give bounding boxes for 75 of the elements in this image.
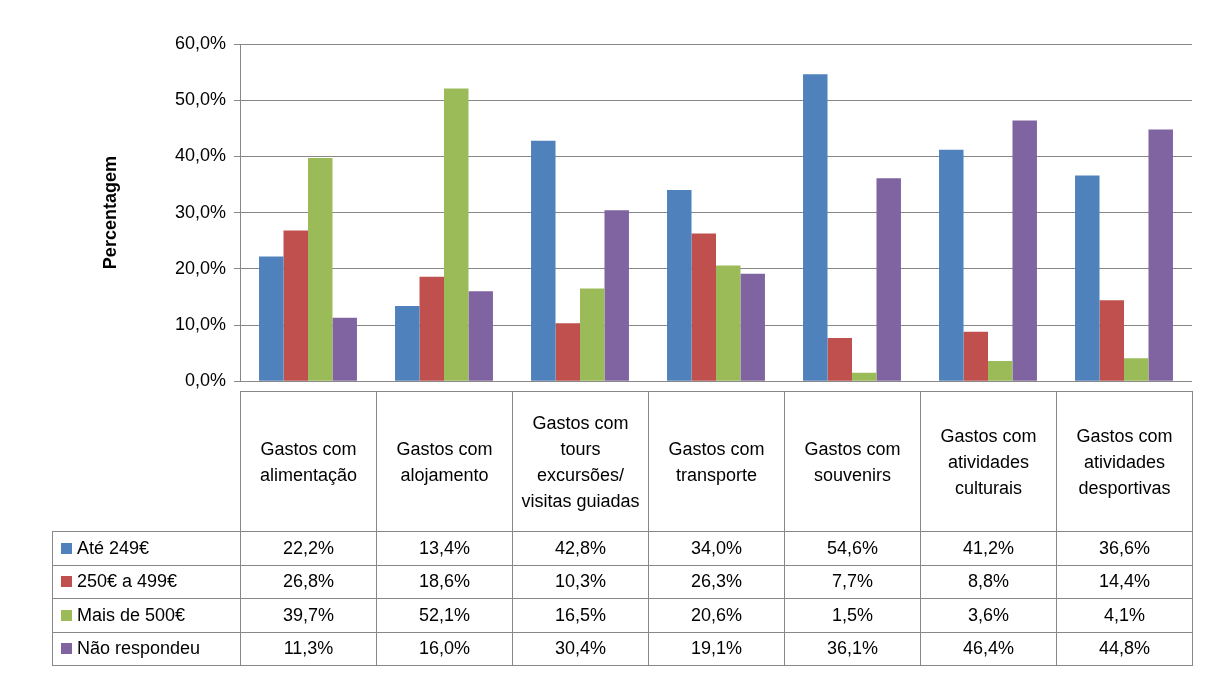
bar xyxy=(604,210,629,381)
bar xyxy=(531,140,556,381)
bar xyxy=(1124,358,1149,381)
data-label: 11,3% xyxy=(240,631,377,666)
bar xyxy=(963,331,988,381)
data-label: 13,4% xyxy=(376,531,513,566)
data-label: 20,6% xyxy=(648,598,785,633)
bar xyxy=(1075,175,1100,381)
bar xyxy=(332,317,357,381)
bar xyxy=(468,291,493,381)
y-tick-label: 0,0% xyxy=(184,370,226,391)
bar xyxy=(1148,129,1173,381)
bar xyxy=(419,276,444,381)
data-label: 18,6% xyxy=(376,564,513,599)
bar xyxy=(1099,300,1124,381)
bar xyxy=(852,372,877,381)
data-label: 52,1% xyxy=(376,598,513,633)
bar xyxy=(876,178,901,381)
legend-label: Não respondeu xyxy=(77,638,201,660)
y-axis-title: Percentagem xyxy=(99,156,120,270)
data-label: 16,5% xyxy=(512,598,649,633)
data-label: 41,2% xyxy=(920,531,1057,566)
y-tick-label: 60,0% xyxy=(174,32,226,53)
x-tick-label: Gastos com tours excursões/ visitas guiadas xyxy=(512,391,649,532)
data-label: 36,6% xyxy=(1056,531,1193,566)
legend-label: 250€ a 499€ xyxy=(77,571,178,593)
data-label: 34,0% xyxy=(648,531,785,566)
bar xyxy=(716,265,741,381)
data-label: 16,0% xyxy=(376,631,513,666)
bar xyxy=(803,74,828,381)
y-tick-label: 30,0% xyxy=(174,201,226,222)
x-tick-label: Gastos com souvenirs xyxy=(784,391,921,532)
bar xyxy=(691,233,716,381)
x-tick-label: Gastos com transporte xyxy=(648,391,785,532)
x-tick-label: Gastos com alimentação xyxy=(240,391,377,532)
bar xyxy=(988,360,1013,381)
bar xyxy=(259,256,284,381)
data-label: 7,7% xyxy=(784,564,921,599)
bar xyxy=(580,288,605,381)
data-label: 44,8% xyxy=(1056,631,1193,666)
x-tick-label: Gastos com atividades culturais xyxy=(920,391,1057,532)
bar xyxy=(1012,120,1037,381)
data-label: 8,8% xyxy=(920,564,1057,599)
data-label: 42,8% xyxy=(512,531,649,566)
data-label: 1,5% xyxy=(784,598,921,633)
y-tick-label: 20,0% xyxy=(174,257,226,278)
y-tick-label: 10,0% xyxy=(174,313,226,334)
data-label: 14,4% xyxy=(1056,564,1193,599)
data-label: 22,2% xyxy=(240,531,377,566)
data-label: 4,1% xyxy=(1056,598,1193,633)
bar xyxy=(395,305,420,381)
data-label: 54,6% xyxy=(784,531,921,566)
bar xyxy=(308,158,333,381)
bar xyxy=(444,88,469,381)
x-tick-label: Gastos com alojamento xyxy=(376,391,513,532)
data-label: 46,4% xyxy=(920,631,1057,666)
data-label: 30,4% xyxy=(512,631,649,666)
bar xyxy=(939,149,964,381)
data-label: 19,1% xyxy=(648,631,785,666)
y-tick-label: 40,0% xyxy=(174,145,226,166)
data-label: 26,8% xyxy=(240,564,377,599)
bar xyxy=(667,190,692,381)
data-label: 36,1% xyxy=(784,631,921,666)
x-tick-label: Gastos com atividades desportivas xyxy=(1056,391,1193,532)
data-label: 26,3% xyxy=(648,564,785,599)
data-label: 39,7% xyxy=(240,598,377,633)
data-label: 3,6% xyxy=(920,598,1057,633)
legend-label: Até 249€ xyxy=(77,537,150,559)
bar xyxy=(740,273,765,381)
data-label: 10,3% xyxy=(512,564,649,599)
bar xyxy=(283,230,308,381)
bar xyxy=(827,337,852,381)
y-tick-label: 50,0% xyxy=(174,89,226,110)
bar xyxy=(555,323,580,381)
legend-label: Mais de 500€ xyxy=(77,604,186,626)
